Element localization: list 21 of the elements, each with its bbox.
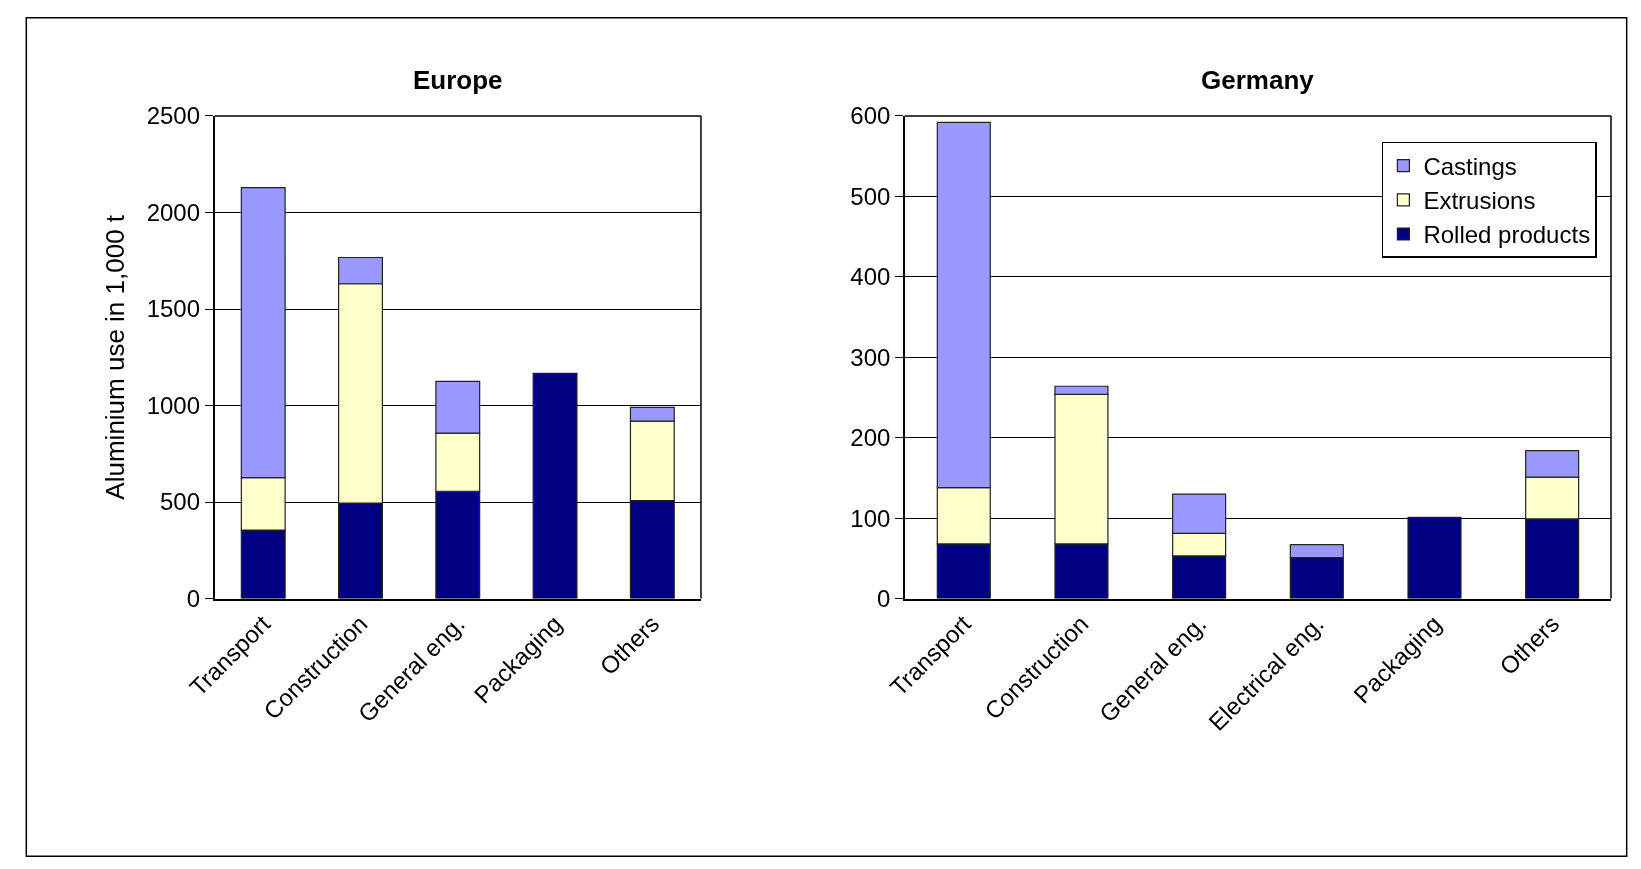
y-tick-label: 300 bbox=[850, 343, 891, 371]
y-tick-label: 600 bbox=[850, 102, 891, 130]
chart-title: Europe bbox=[413, 65, 503, 95]
y-axis-title: Aluminium use in 1,000 t bbox=[99, 214, 130, 500]
y-tick-label: 0 bbox=[186, 585, 201, 612]
bar bbox=[1407, 516, 1462, 599]
y-tick-label: 2000 bbox=[146, 198, 201, 226]
bar bbox=[532, 372, 578, 599]
y-tick-label: 1500 bbox=[146, 295, 201, 323]
y-tick-label: 200 bbox=[850, 424, 891, 452]
legend-label: Rolled products bbox=[1423, 221, 1591, 249]
y-tick-label: 0 bbox=[877, 585, 891, 612]
legend-label: Extrusions bbox=[1423, 187, 1536, 215]
y-tick-label: 100 bbox=[850, 504, 891, 532]
y-tick-label: 500 bbox=[850, 182, 891, 210]
legend-label: Castings bbox=[1423, 152, 1517, 180]
y-tick-label: 500 bbox=[159, 488, 201, 516]
chart-title: Germany bbox=[1201, 65, 1315, 95]
y-tick-label: 1000 bbox=[146, 391, 201, 419]
y-tick-label: 400 bbox=[850, 263, 891, 291]
y-tick-label: 2500 bbox=[146, 102, 201, 130]
